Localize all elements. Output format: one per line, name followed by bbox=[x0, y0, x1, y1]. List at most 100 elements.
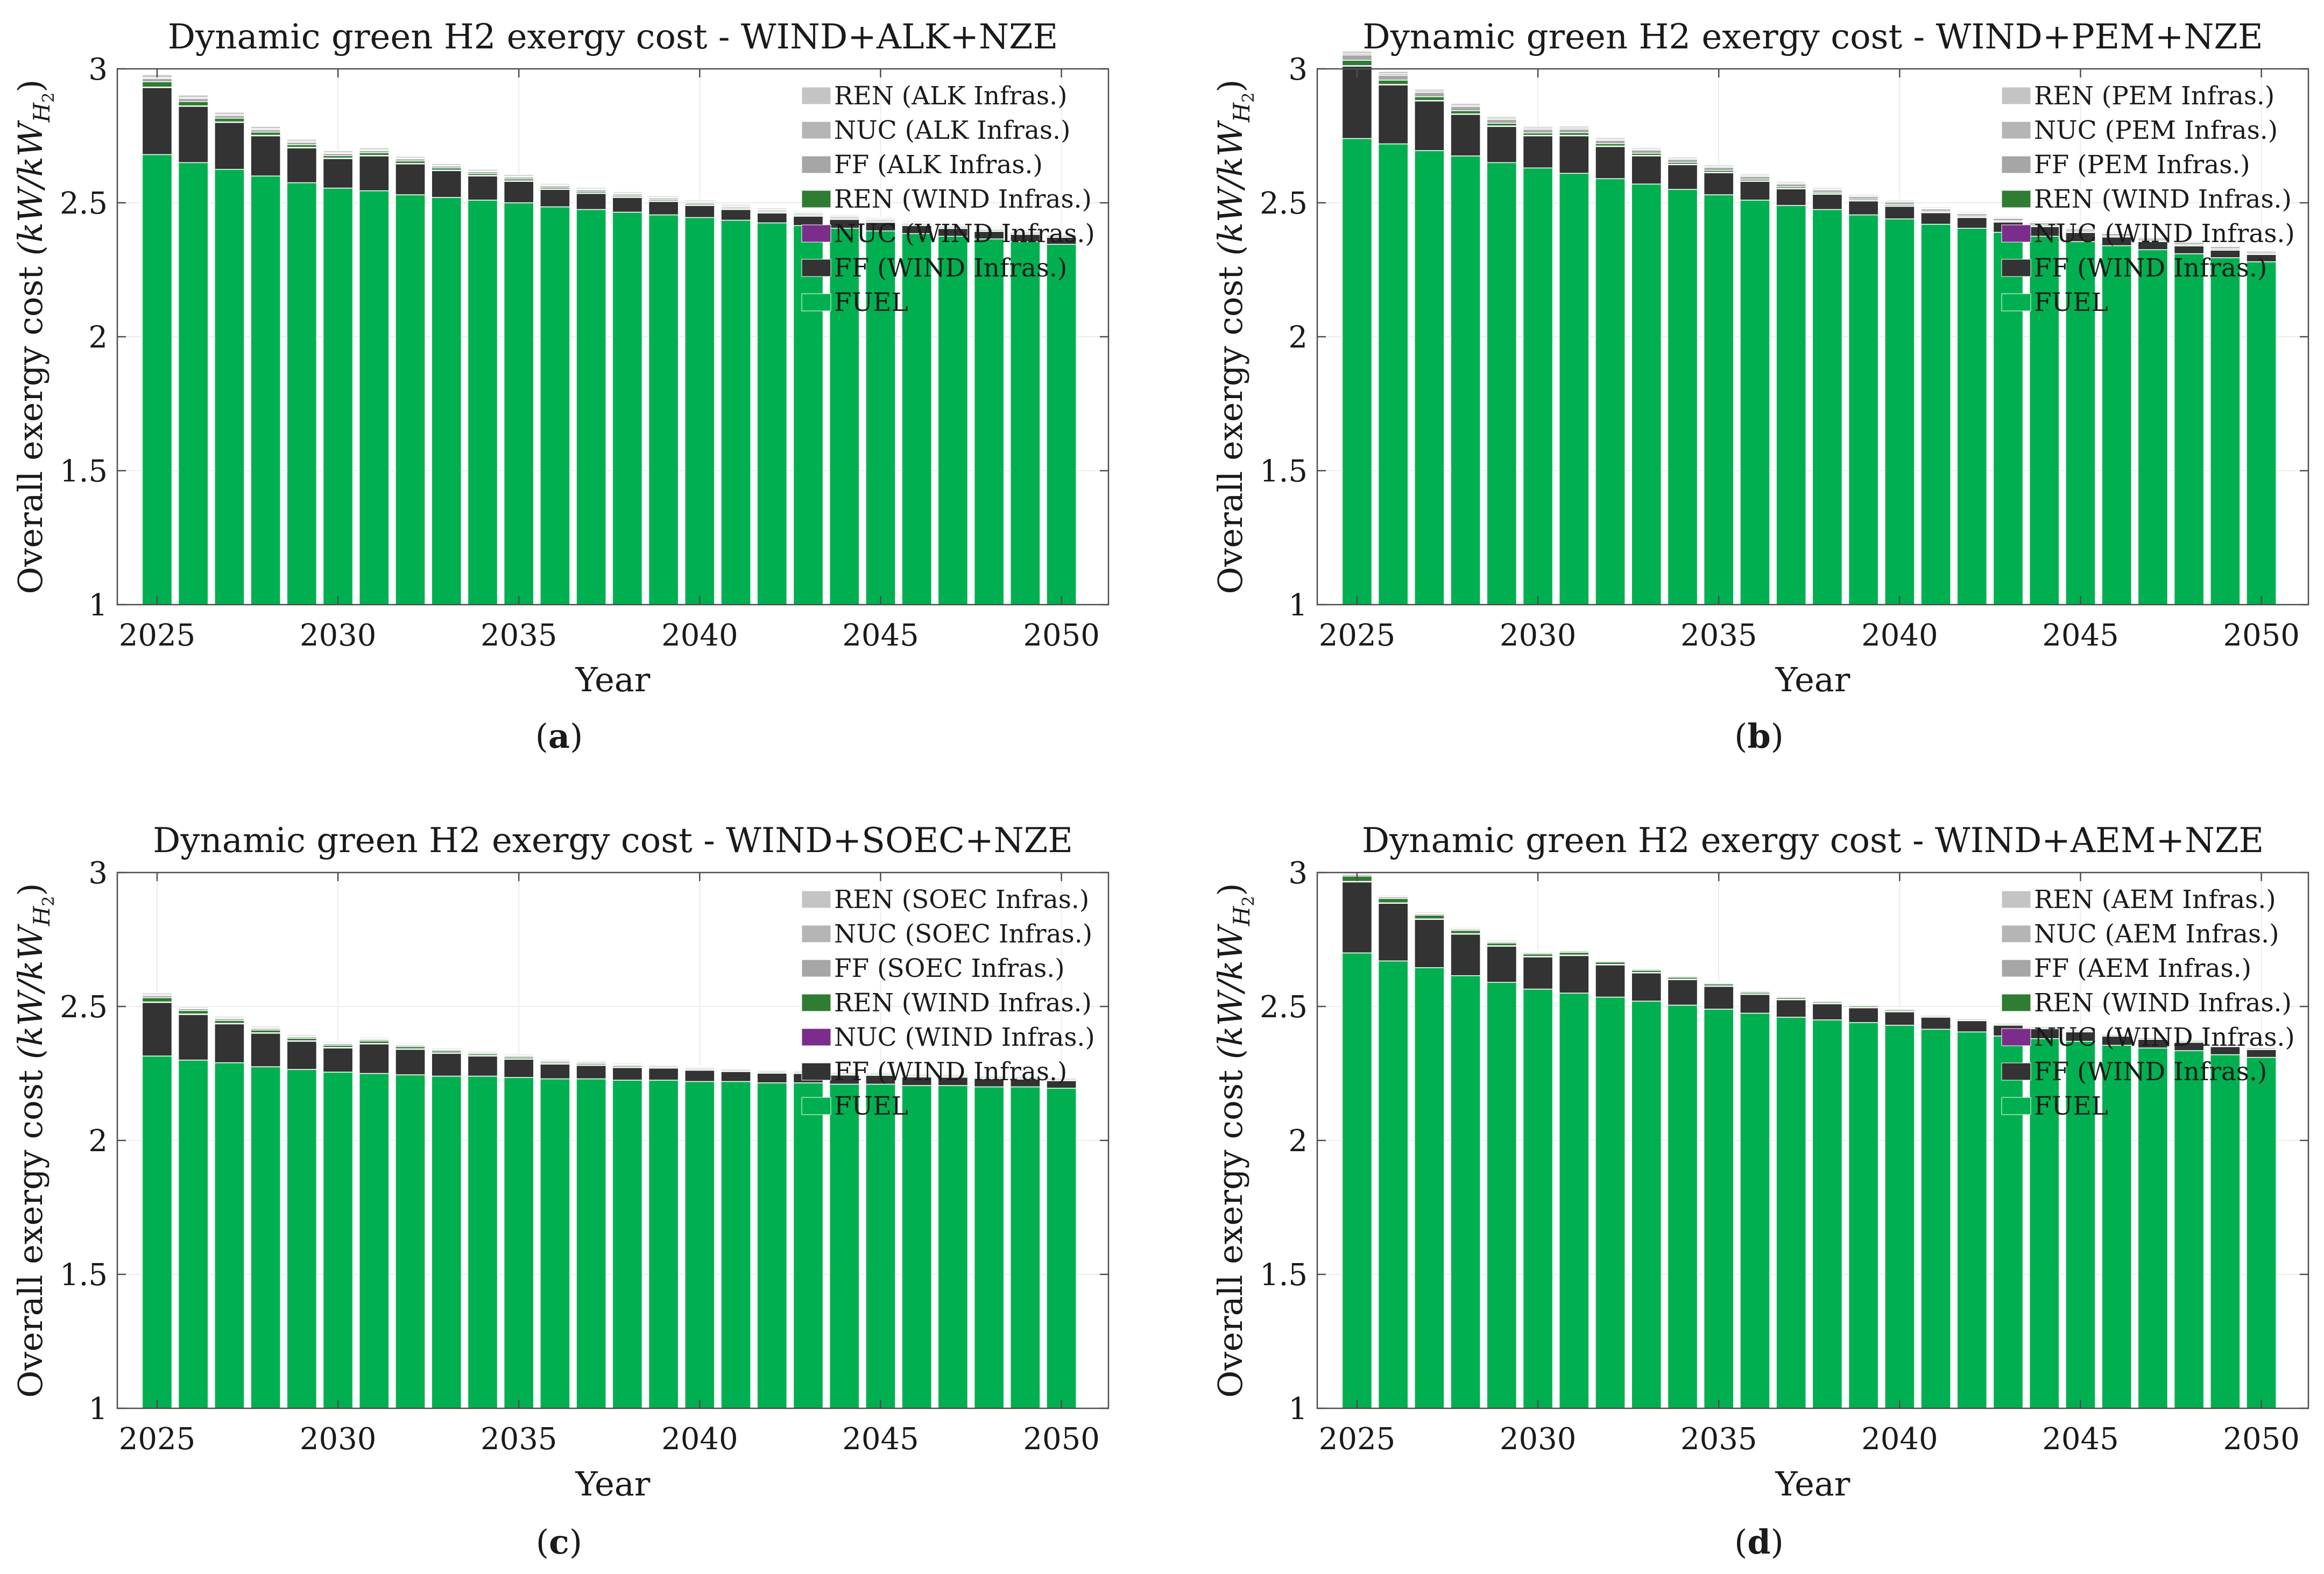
bar-segment-ren-alk-infras bbox=[503, 174, 534, 177]
bar-segment-fuel bbox=[1010, 1086, 1041, 1409]
bar-stack-2034 bbox=[1667, 157, 1698, 605]
bar-segment-ren-aem-infras bbox=[2101, 1032, 2132, 1034]
bar-segment-ren-pem-infras bbox=[1776, 181, 1806, 183]
bar-segment-ren-alk-infras bbox=[720, 204, 751, 207]
bar-segment-fuel bbox=[1667, 189, 1698, 605]
bar-segment-ren-alk-infras bbox=[431, 163, 462, 166]
bar-segment-ren-pem-infras bbox=[1450, 103, 1481, 106]
bar-segment-ren-soec-infras bbox=[467, 1050, 498, 1053]
y-tick-label: 3 bbox=[1288, 856, 1308, 891]
bar-segment-ren-pem-infras bbox=[1812, 187, 1843, 189]
bar-segment-fuel bbox=[1848, 214, 1879, 605]
bar-segment-ff-wind-infras bbox=[1884, 205, 1915, 219]
x-tick-label: 2035 bbox=[1680, 1422, 1757, 1457]
legend-entry: REN (WIND Infras.) bbox=[834, 185, 1092, 214]
bar-segment-fuel bbox=[829, 1083, 860, 1409]
bar-segment-ff-wind-infras bbox=[431, 170, 462, 198]
bar-stack-2030 bbox=[322, 150, 354, 605]
bar-segment-ren-pem-infras bbox=[2065, 226, 2096, 229]
bar-segment-ren-soec-infras bbox=[431, 1047, 462, 1050]
legend-entry: NUC (SOEC Infras.) bbox=[834, 919, 1092, 949]
bar-stack-2041 bbox=[1920, 207, 1951, 605]
x-tick-label: 2045 bbox=[842, 1422, 919, 1457]
bar-segment-ff-wind-infras bbox=[540, 1063, 570, 1080]
bar-segment-ff-pem-infras bbox=[1667, 159, 1698, 163]
bar-segment-ff-wind-infras bbox=[322, 1047, 354, 1073]
bar-stack-2049 bbox=[1010, 1074, 1041, 1409]
bar-segment-fuel bbox=[865, 1083, 896, 1409]
bar-segment-ren-soec-infras bbox=[322, 1041, 354, 1044]
x-tick-label: 2040 bbox=[661, 618, 738, 653]
bar-segment-ff-alk-infras bbox=[178, 98, 209, 102]
x-tick-label: 2035 bbox=[1680, 618, 1757, 653]
bar-stack-2042 bbox=[1956, 1016, 1988, 1409]
bar-stack-2040 bbox=[684, 200, 715, 605]
bar-segment-fuel bbox=[937, 1085, 969, 1409]
legend-entry: REN (WIND Infras.) bbox=[834, 988, 1092, 1018]
legend-entry: REN (WIND Infras.) bbox=[2034, 185, 2292, 214]
bar-stack-2027 bbox=[214, 1016, 245, 1409]
y-tick-label: 1.5 bbox=[60, 454, 108, 489]
bar-stack-2049 bbox=[2210, 244, 2241, 605]
bar-stack-2034 bbox=[1667, 974, 1698, 1409]
bar-segment-ren-alk-infras bbox=[865, 217, 896, 219]
bar-stack-2040 bbox=[1884, 1007, 1915, 1409]
bar-segment-ren-alk-infras bbox=[358, 147, 390, 151]
bar-segment-ren-pem-infras bbox=[1558, 125, 1590, 129]
bar-segment-ren-soec-infras bbox=[214, 1016, 245, 1018]
bar-stack-2028 bbox=[250, 1026, 281, 1409]
y-tick-label: 3 bbox=[88, 52, 108, 87]
bar-segment-ren-pem-infras bbox=[2173, 240, 2205, 242]
bar-stack-2036 bbox=[540, 183, 570, 605]
legend-swatch bbox=[801, 293, 831, 311]
bar-segment-fuel bbox=[937, 236, 969, 605]
x-axis-label: Year bbox=[575, 1464, 651, 1504]
bar-segment-ff-wind-infras bbox=[1341, 881, 1373, 954]
bar-stack-2035 bbox=[1703, 165, 1734, 605]
bar-segment-ff-wind-infras bbox=[142, 1002, 173, 1057]
bar-segment-fuel bbox=[612, 1080, 643, 1409]
bar-stack-2046 bbox=[2101, 231, 2132, 605]
x-axis-label: Year bbox=[1775, 660, 1850, 699]
bar-stack-2032 bbox=[1595, 137, 1626, 605]
bar-segment-ren-alk-infras bbox=[322, 150, 354, 153]
bar-segment-ff-wind-infras bbox=[1667, 164, 1698, 190]
bar-segment-fuel bbox=[793, 1082, 824, 1409]
bar-segment-ff-pem-infras bbox=[1595, 140, 1626, 144]
bar-segment-fuel bbox=[2246, 261, 2277, 605]
bar-stack-2036 bbox=[540, 1059, 570, 1409]
bar-segment-ren-wind-infras bbox=[178, 1010, 209, 1015]
legend-entry: FF (PEM Infras.) bbox=[2034, 150, 2250, 180]
y-tick-label: 1.5 bbox=[60, 1258, 108, 1293]
bar-segment-fuel bbox=[1848, 1022, 1879, 1409]
x-tick-label: 2025 bbox=[1319, 1422, 1396, 1457]
y-tick-label: 2 bbox=[1288, 1124, 1308, 1159]
bar-segment-ff-wind-infras bbox=[1848, 200, 1879, 216]
bar-stack-2038 bbox=[612, 191, 643, 605]
bar-segment-fuel bbox=[2173, 1050, 2205, 1409]
bar-segment-fuel bbox=[648, 1080, 679, 1409]
legend-swatch bbox=[801, 1062, 831, 1081]
bar-segment-fuel bbox=[1812, 209, 1843, 605]
bar-stack-2049 bbox=[1010, 229, 1041, 605]
bar-stack-2039 bbox=[1848, 1003, 1879, 1409]
bar-stack-2028 bbox=[1450, 927, 1481, 1409]
bar-segment-fuel bbox=[322, 187, 354, 605]
legend-swatch bbox=[2001, 1097, 2031, 1115]
legend-entry: NUC (WIND Infras.) bbox=[2034, 1023, 2295, 1052]
bar-segment-fuel bbox=[2173, 253, 2205, 605]
bar-segment-ff-wind-infras bbox=[1667, 979, 1698, 1006]
bar-segment-fuel bbox=[684, 217, 715, 605]
bar-segment-fuel bbox=[2029, 1038, 2060, 1409]
y-tick-label: 2.5 bbox=[1260, 186, 1308, 221]
bar-stack-2047 bbox=[937, 1073, 969, 1409]
bar-segment-ren-pem-infras bbox=[1740, 173, 1770, 176]
bar-segment-ff-wind-infras bbox=[1956, 217, 1988, 229]
bar-segment-ren-soec-infras bbox=[395, 1043, 426, 1045]
bar-segment-fuel bbox=[1740, 1012, 1770, 1409]
bar-segment-ren-pem-infras bbox=[1486, 116, 1517, 119]
y-tick-label: 2.5 bbox=[60, 186, 108, 221]
bar-segment-ff-wind-infras bbox=[286, 1040, 317, 1070]
x-tick-label: 2040 bbox=[661, 1422, 738, 1457]
bar-stack-2036 bbox=[1740, 173, 1770, 605]
